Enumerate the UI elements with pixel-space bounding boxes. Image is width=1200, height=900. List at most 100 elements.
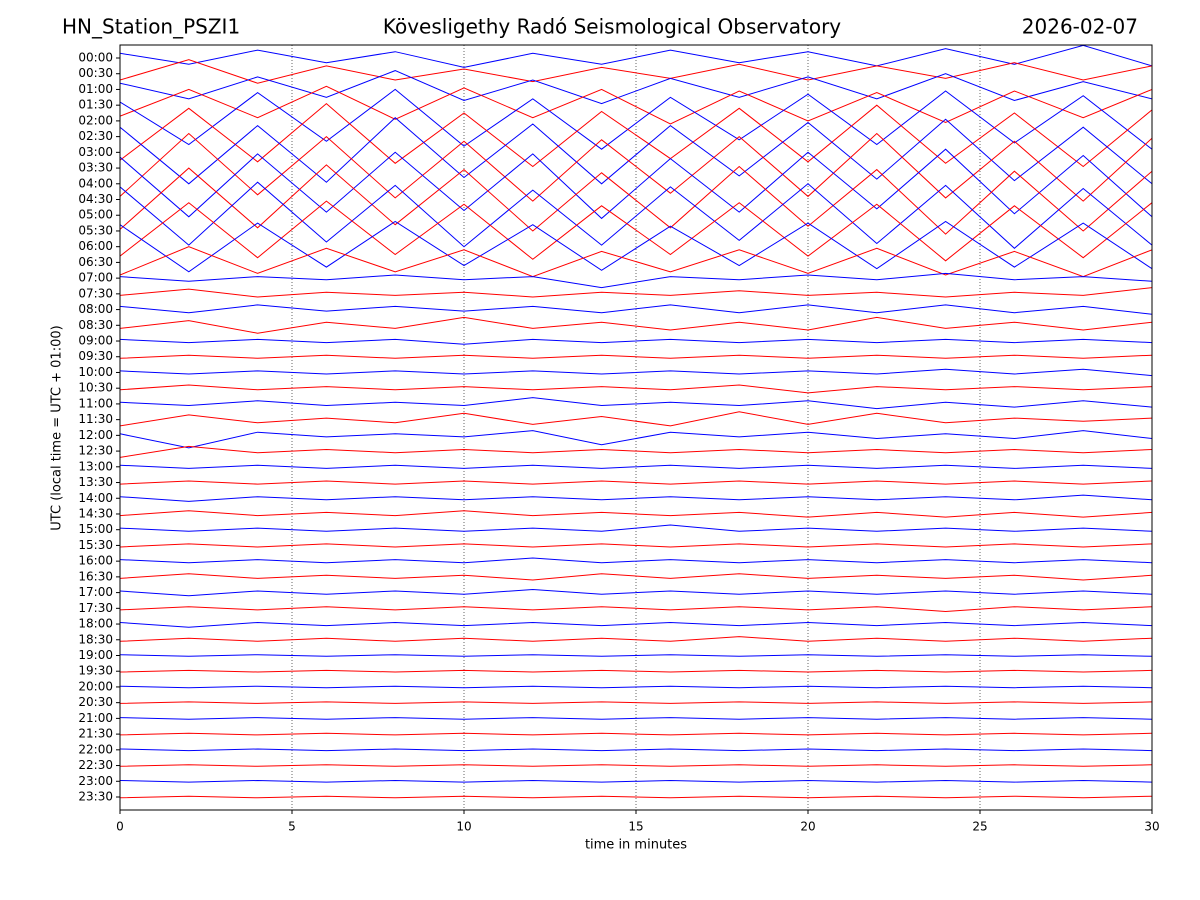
y-tick-label: 10:00 [78,365,113,379]
x-tick-label: 10 [456,820,471,834]
y-tick-label: 20:00 [78,679,113,693]
seismic-trace [120,621,1152,628]
y-tick-label: 13:00 [78,459,113,473]
seismic-trace [120,368,1152,377]
y-tick-label: 02:00 [78,113,113,127]
seismic-trace [120,117,1152,185]
x-tick-label: 20 [800,820,815,834]
y-tick-label: 06:00 [78,239,113,253]
y-tick-label: 05:30 [78,223,113,237]
seismic-trace [120,732,1152,736]
seismic-trace [120,701,1152,704]
seismic-trace [120,181,1152,249]
seismic-trace [120,480,1152,485]
y-tick-label: 07:30 [78,286,113,300]
seismic-trace [120,148,1152,220]
seismic-trace [120,132,1152,202]
y-tick-label: 00:30 [78,66,113,80]
seismic-trace [120,748,1152,752]
y-tick-label: 17:00 [78,585,113,599]
seismic-trace [120,45,1152,68]
seismic-trace [120,85,1152,125]
seismic-trace [120,272,1152,289]
seismic-trace [120,573,1152,581]
y-tick-label: 01:00 [78,82,113,96]
y-tick-label: 19:00 [78,648,113,662]
x-tick-label: 0 [116,820,124,834]
y-tick-label: 04:00 [78,176,113,190]
seismic-trace [120,70,1152,105]
y-tick-label: 15:30 [78,538,113,552]
seismic-trace [120,557,1152,564]
seismic-trace [120,246,1152,278]
y-tick-label: 19:30 [78,664,113,678]
seismic-trace [120,779,1152,783]
x-tick-label: 5 [288,820,296,834]
y-tick-label: 07:00 [78,271,113,285]
y-tick-label: 11:30 [78,412,113,426]
seismic-trace [120,59,1152,84]
y-tick-label: 15:00 [78,522,113,536]
y-tick-label: 13:30 [78,475,113,489]
seismic-trace [120,354,1152,359]
y-tick-label: 08:30 [78,318,113,332]
traces [120,45,1152,799]
y-tick-label: 11:00 [78,396,113,410]
date-label: 2026-02-07 [1022,15,1138,39]
y-tick-label: 22:00 [78,742,113,756]
seismic-trace [120,304,1152,315]
y-tick-label: 05:00 [78,208,113,222]
seismic-trace [120,588,1152,597]
seismic-trace [120,316,1152,334]
y-tick-label: 20:30 [78,695,113,709]
y-tick-label: 23:30 [78,790,113,804]
chart-title: Kövesligethy Radó Seismological Observat… [383,15,841,39]
y-tick-label: 18:00 [78,617,113,631]
seismic-trace [120,464,1152,469]
y-tick-label: 01:30 [78,98,113,112]
x-axis-label: time in minutes [585,838,687,853]
x-tick-label: 25 [972,820,987,834]
seismic-trace [120,524,1152,532]
y-tick-label: 04:30 [78,192,113,206]
seismic-trace [120,397,1152,410]
y-tick-label: 12:30 [78,444,113,458]
y-tick-label: 09:00 [78,334,113,348]
seismic-trace [120,384,1152,394]
y-tick-label: 03:30 [78,161,113,175]
seismic-trace [120,543,1152,548]
y-tick-label: 02:30 [78,129,113,143]
seismic-trace [120,220,1152,273]
y-tick-label: 16:00 [78,554,113,568]
y-tick-label: 21:00 [78,711,113,725]
y-tick-label: 08:00 [78,302,113,316]
y-tick-label: 17:30 [78,601,113,615]
y-tick-label: 09:30 [78,349,113,363]
seismic-trace [120,200,1152,262]
seismic-trace [120,338,1152,345]
y-tick-label: 10:30 [78,381,113,395]
seismic-trace [120,636,1152,642]
seismic-trace [120,430,1152,449]
y-tick-label: 23:00 [78,774,113,788]
seismic-trace [120,88,1152,150]
seismic-trace [120,164,1152,235]
y-tick-label: 12:00 [78,428,113,442]
y-tick-label: 16:30 [78,569,113,583]
seismic-trace [120,287,1152,298]
seismic-trace [120,717,1152,720]
y-tick-label: 14:30 [78,506,113,520]
y-tick-label: 00:00 [78,51,113,65]
seismic-trace [120,606,1152,613]
station-label: HN_Station_PSZI1 [62,15,240,39]
seismic-trace [120,445,1152,458]
y-tick-label: 21:30 [78,727,113,741]
y-tick-label: 03:00 [78,145,113,159]
y-tick-label: 06:30 [78,255,113,269]
seismic-trace [120,411,1152,427]
seismic-trace [120,510,1152,518]
y-tick-label: 22:30 [78,758,113,772]
seismic-trace [120,669,1152,673]
